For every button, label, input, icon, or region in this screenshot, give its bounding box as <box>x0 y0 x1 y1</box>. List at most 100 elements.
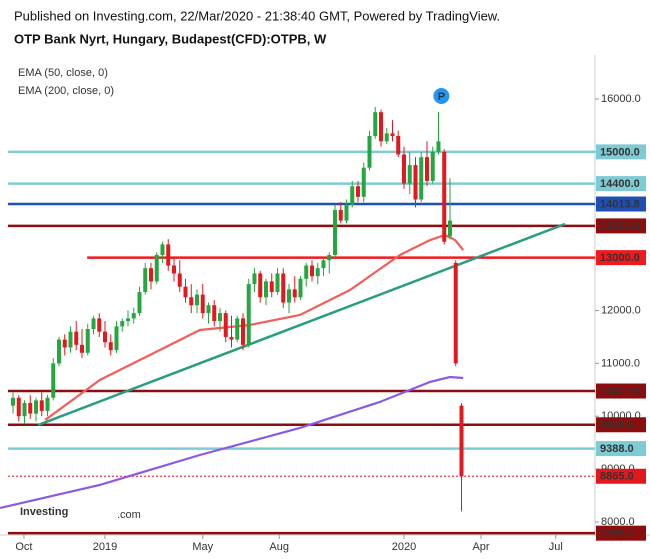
x-tick-label: 2020 <box>392 541 416 553</box>
candle-body <box>338 210 343 221</box>
level-label-box <box>596 218 646 234</box>
candle-body <box>91 318 96 329</box>
candle-body <box>447 220 452 237</box>
level-label-box <box>596 144 646 160</box>
candle-body <box>125 318 130 322</box>
candle-body <box>430 151 435 181</box>
candle-body <box>298 278 303 298</box>
level-label: 9838.6 <box>600 419 634 431</box>
candle-body <box>246 284 251 345</box>
candle-body <box>189 297 194 306</box>
candle-body <box>304 265 309 279</box>
candle-body <box>177 273 182 287</box>
marker-label: P <box>438 91 445 103</box>
candle-body <box>102 331 107 343</box>
x-tick-label: Apr <box>472 541 489 553</box>
chart-title: OTP Bank Nyrt, Hungary, Budapest(CFD):OT… <box>14 31 327 46</box>
candle-body <box>200 294 205 314</box>
candle-body <box>321 260 326 269</box>
y-tick-label: 12000.0 <box>601 304 641 316</box>
level-label: 13600.0 <box>600 220 640 232</box>
candle-body <box>281 273 286 303</box>
level-label: 13000.0 <box>600 252 640 264</box>
y-tick-label: 11000.0 <box>601 357 640 369</box>
level-label-box <box>596 176 646 192</box>
candle-body <box>401 154 406 184</box>
level-label: 7788.7 <box>600 528 634 540</box>
candle-body <box>378 112 383 142</box>
legend-entry: EMA (50, close, 0) <box>18 67 108 79</box>
level-label-box <box>596 417 646 433</box>
x-tick-label: Aug <box>269 541 289 553</box>
candle-body <box>212 305 217 322</box>
candle-body <box>309 265 314 277</box>
candle-body <box>292 289 297 298</box>
level-label-box <box>596 441 646 457</box>
candle-body <box>120 321 125 327</box>
candle-body <box>56 339 61 364</box>
candle-body <box>355 186 360 197</box>
candle-body <box>68 331 73 348</box>
candle-body <box>160 244 165 255</box>
candle-body <box>229 336 234 340</box>
candle-body <box>45 397 50 411</box>
candle-body <box>235 318 240 340</box>
level-label-box <box>596 250 646 266</box>
candle-body <box>166 244 171 266</box>
candle-body <box>28 403 33 414</box>
candle-body <box>240 318 245 345</box>
candle-body <box>453 262 458 364</box>
candle-body <box>327 254 332 261</box>
y-tick-label: 8000.0 <box>601 516 635 528</box>
y-tick-label: 16000.0 <box>601 93 641 105</box>
marker <box>433 88 450 104</box>
candle-body <box>344 204 349 221</box>
candle-body <box>223 313 228 337</box>
level-label: 8865.0 <box>600 471 634 483</box>
candle-body <box>459 405 464 477</box>
candle-body <box>131 313 136 319</box>
candle-body <box>206 305 211 314</box>
candle-body <box>269 281 274 292</box>
candle-body <box>258 273 263 298</box>
candle-body <box>332 210 337 255</box>
ema-line <box>0 375 464 510</box>
candle-body <box>373 112 378 137</box>
candle-body <box>79 344 84 353</box>
candle-body <box>396 136 401 155</box>
candle-body <box>148 268 153 282</box>
candle-body <box>143 268 148 292</box>
candle-body <box>22 403 27 417</box>
level-label: 14013.8 <box>600 198 640 210</box>
candle-body <box>419 157 424 200</box>
candle-body <box>137 291 142 314</box>
candle-body <box>384 133 389 142</box>
level-label: 15000.0 <box>600 146 640 158</box>
candle-body <box>350 186 355 205</box>
candle-body <box>263 281 268 298</box>
candle-body <box>194 294 199 306</box>
candle-body <box>183 286 188 298</box>
candle-body <box>62 339 67 348</box>
logo-suffix: .com <box>117 509 141 521</box>
candle-body <box>39 400 44 411</box>
candle-body <box>154 254 159 282</box>
candle-body <box>51 363 56 398</box>
candle-body <box>33 400 38 414</box>
candle-body <box>275 273 280 292</box>
level-label: 9388.0 <box>600 443 634 455</box>
candle-body <box>361 167 366 197</box>
trend-line <box>37 222 566 427</box>
x-tick-label: May <box>192 541 213 553</box>
candle-body <box>442 151 447 242</box>
candle-body <box>286 289 291 303</box>
x-tick-label: Jul <box>549 541 563 553</box>
candle-body <box>108 342 113 351</box>
ema-line <box>44 233 465 421</box>
x-tick-label: Oct <box>15 541 32 553</box>
candle-body <box>367 136 372 168</box>
level-label-box <box>596 525 646 541</box>
level-label-box <box>596 383 646 399</box>
published-note: Published on Investing.com, 22/Mar/2020 … <box>14 8 500 23</box>
candle-body <box>85 328 90 353</box>
